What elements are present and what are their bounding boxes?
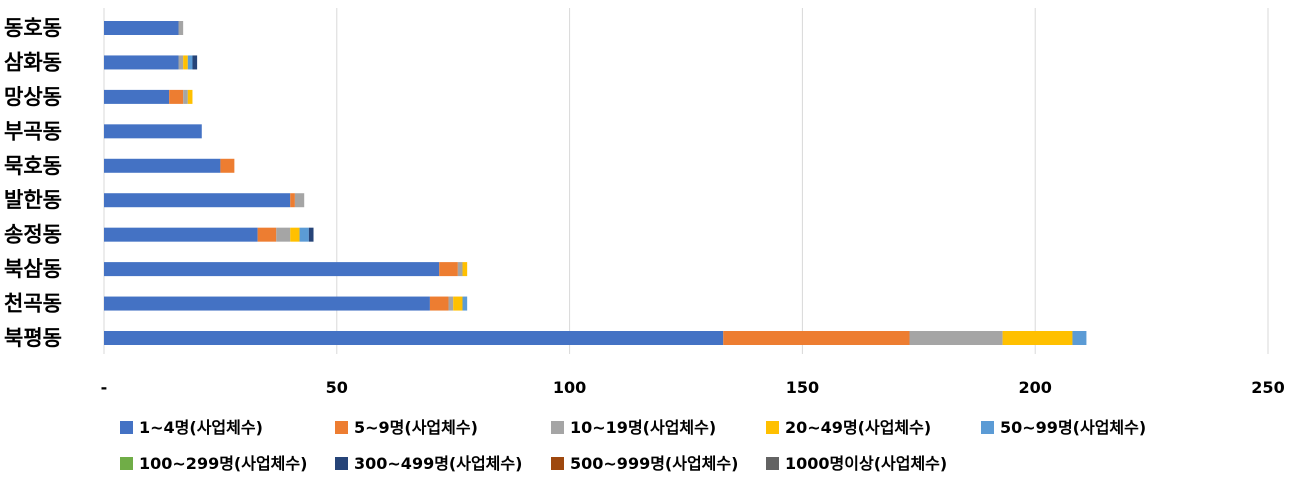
legend-swatch: [120, 457, 133, 470]
bar-segment: [290, 227, 300, 242]
legend-label: 10~19명(사업체수): [570, 418, 716, 437]
bar-segment: [104, 262, 440, 277]
x-tick-label: 200: [1018, 378, 1051, 397]
legend-label: 1~4명(사업체수): [139, 418, 263, 437]
category-label: 북평동: [4, 326, 62, 350]
bar-segment: [220, 158, 235, 173]
bar-segment: [178, 21, 184, 35]
category-label: 삼화동: [4, 50, 62, 74]
legend-swatch: [766, 421, 779, 434]
bar-segment: [462, 262, 468, 277]
bar-segment: [453, 296, 463, 311]
legend-label: 50~99명(사업체수): [1000, 418, 1146, 437]
legend-swatch: [335, 421, 348, 434]
grid-lines: [103, 8, 1269, 354]
bars: [104, 21, 1087, 345]
bar-segment: [104, 89, 170, 104]
x-axis-ticks: - 50 100 150 200 250: [101, 378, 1285, 397]
legend-swatch: [766, 457, 779, 470]
legend-label: 100~299명(사업체수): [139, 454, 307, 473]
bar-segment: [104, 158, 221, 173]
legend-label: 1000명이상(사업체수): [785, 454, 947, 473]
bar-segment: [1002, 331, 1073, 345]
bar-segment: [104, 296, 430, 311]
category-label: 송정동: [4, 223, 62, 247]
bar-segment: [429, 296, 449, 311]
bar-segment: [909, 331, 1003, 345]
bar-segment: [257, 227, 277, 242]
bar-segment: [457, 262, 463, 277]
bar-segment: [448, 296, 454, 311]
x-tick-label: 100: [553, 378, 586, 397]
bar-segment: [308, 227, 314, 242]
x-tick-label: 50: [326, 378, 348, 397]
bar-segment: [294, 193, 305, 208]
bar-segment: [104, 124, 202, 139]
bar-segment: [169, 89, 184, 104]
bar-segment: [723, 331, 910, 345]
category-label: 발한동: [4, 188, 62, 212]
category-label: 묵호동: [4, 154, 62, 178]
bar-segment: [187, 89, 193, 104]
bar-segment: [104, 193, 291, 208]
bar-segment: [178, 55, 184, 70]
legend-label: 500~999명(사업체수): [570, 454, 738, 473]
legend-label: 20~49명(사업체수): [785, 418, 931, 437]
bar-segment: [299, 227, 309, 242]
bar-segment: [187, 55, 193, 70]
bar-segment: [104, 227, 258, 242]
bar-segment: [1072, 331, 1087, 345]
legend: 1~4명(사업체수) 5~9명(사업체수) 10~19명(사업체수) 20~49명(사…: [120, 418, 1146, 473]
x-tick-label: 150: [786, 378, 819, 397]
legend-swatch: [981, 421, 994, 434]
legend-swatch: [335, 457, 348, 470]
bar-segment: [290, 193, 295, 208]
x-tick-label: 250: [1251, 378, 1284, 397]
bar-segment: [104, 331, 724, 345]
legend-swatch: [551, 421, 564, 434]
bar-segment: [104, 55, 179, 70]
bar-segment: [462, 296, 468, 311]
x-tick-label: -: [101, 378, 108, 397]
category-label: 부곡동: [4, 119, 62, 143]
bar-segment: [183, 89, 188, 104]
bar-segment: [439, 262, 458, 277]
legend-label: 5~9명(사업체수): [354, 418, 478, 437]
bar-segment: [276, 227, 291, 242]
bar-segment: [183, 55, 188, 70]
category-label: 망상동: [4, 85, 62, 109]
bar-segment: [104, 21, 179, 35]
category-label: 동호동: [4, 16, 62, 40]
legend-label: 300~499명(사업체수): [354, 454, 522, 473]
legend-swatch: [551, 457, 564, 470]
bar-segment: [192, 55, 198, 70]
legend-swatch: [120, 421, 133, 434]
category-label: 북삼동: [4, 257, 62, 281]
category-label: 천곡동: [4, 292, 62, 316]
